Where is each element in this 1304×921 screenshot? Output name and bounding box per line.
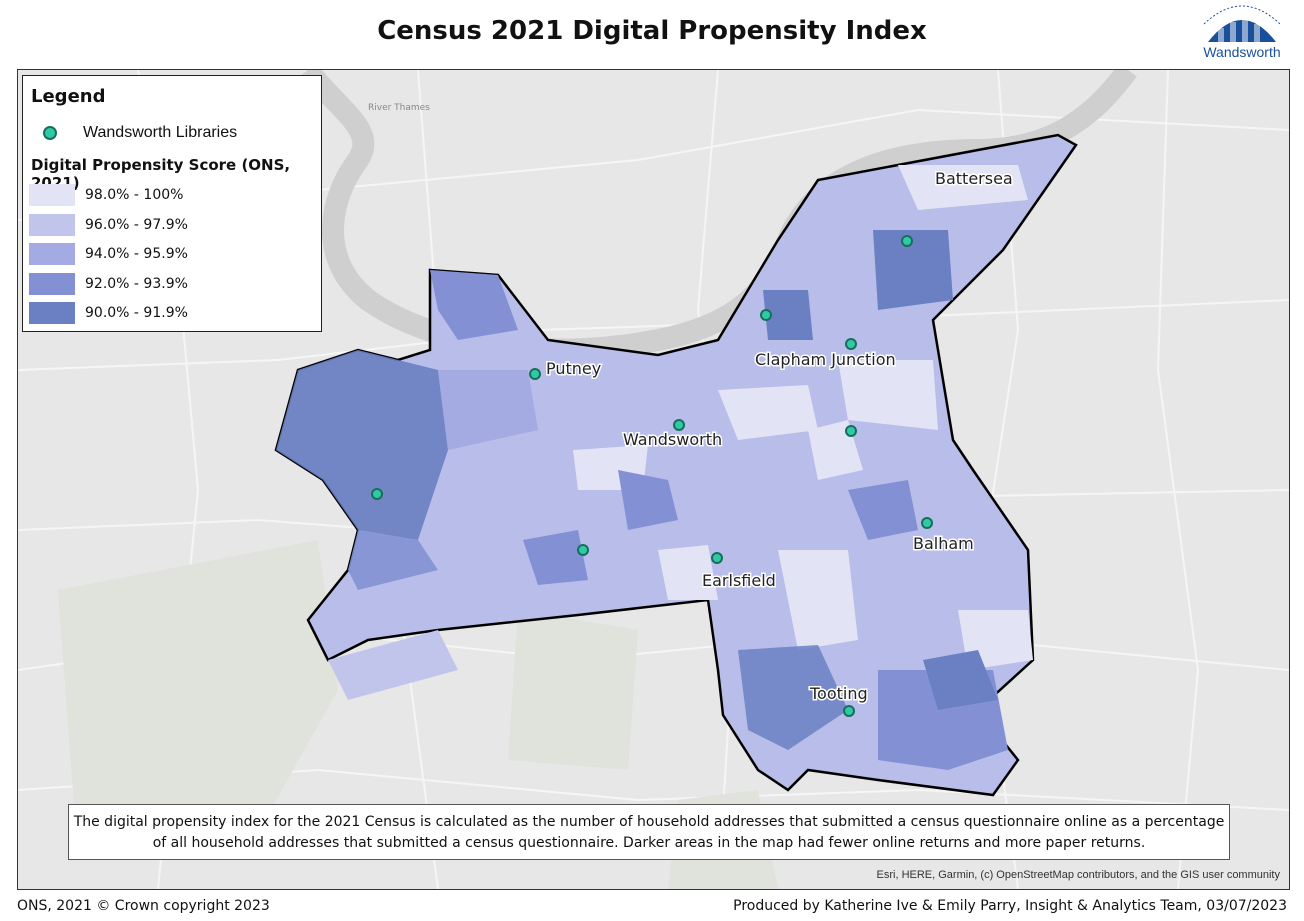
footer-credit: Produced by Katherine Ive & Emily Parry,… [733, 898, 1287, 914]
legend-swatch [29, 214, 75, 236]
legend-class-label: 90.0% - 91.9% [85, 305, 188, 321]
logo-text: Wandsworth [1203, 44, 1281, 60]
library-marker[interactable] [577, 544, 589, 556]
map-legend: Legend Wandsworth Libraries Digital Prop… [22, 75, 322, 332]
library-marker[interactable] [921, 517, 933, 529]
legend-libraries-label: Wandsworth Libraries [83, 124, 238, 141]
wandsworth-logo [1203, 5, 1281, 42]
legend-class-label: 92.0% - 93.9% [85, 276, 188, 292]
library-marker[interactable] [845, 338, 857, 350]
map-frame[interactable]: River Thames [17, 69, 1290, 890]
river-label: River Thames [368, 103, 430, 113]
legend-class-row: 92.0% - 93.9% [29, 273, 188, 295]
library-markers [371, 235, 933, 717]
legend-swatch [29, 243, 75, 265]
library-marker[interactable] [843, 705, 855, 717]
map-canvas: River Thames [18, 70, 1289, 889]
basemap-attribution: Esri, HERE, Garmin, (c) OpenStreetMap co… [876, 869, 1280, 881]
place-label-battersea: Battersea [935, 169, 1013, 188]
legend-libraries-row: Wandsworth Libraries [43, 124, 237, 142]
legend-class-row: 98.0% - 100% [29, 184, 183, 206]
library-marker[interactable] [711, 552, 723, 564]
choropleth-areas [276, 165, 1033, 770]
legend-class-row: 90.0% - 91.9% [29, 302, 188, 324]
map-note: The digital propensity index for the 202… [68, 804, 1230, 860]
library-marker-icon [43, 126, 57, 140]
legend-class-row: 94.0% - 95.9% [29, 243, 188, 265]
footer-copyright: ONS, 2021 © Crown copyright 2023 [17, 898, 270, 914]
legend-class-row: 96.0% - 97.9% [29, 214, 188, 236]
place-label-clapham-junction: Clapham Junction [755, 350, 896, 369]
place-label-putney: Putney [546, 359, 601, 378]
library-marker[interactable] [673, 419, 685, 431]
place-label-tooting: Tooting [809, 684, 868, 703]
library-marker[interactable] [845, 425, 857, 437]
library-marker[interactable] [760, 309, 772, 321]
place-label-earlsfield: Earlsfield [702, 571, 776, 590]
map-title: Census 2021 Digital Propensity Index [377, 16, 927, 46]
library-marker[interactable] [901, 235, 913, 247]
place-label-wandsworth: Wandsworth [623, 430, 722, 449]
legend-class-label: 98.0% - 100% [85, 187, 184, 203]
library-marker[interactable] [371, 488, 383, 500]
legend-class-label: 96.0% - 97.9% [85, 217, 188, 233]
legend-swatch [29, 273, 75, 295]
legend-swatch [29, 302, 75, 324]
legend-swatch [29, 184, 75, 206]
library-marker[interactable] [529, 368, 541, 380]
place-label-balham: Balham [913, 534, 974, 553]
legend-class-label: 94.0% - 95.9% [85, 246, 188, 262]
legend-heading: Legend [31, 86, 106, 107]
